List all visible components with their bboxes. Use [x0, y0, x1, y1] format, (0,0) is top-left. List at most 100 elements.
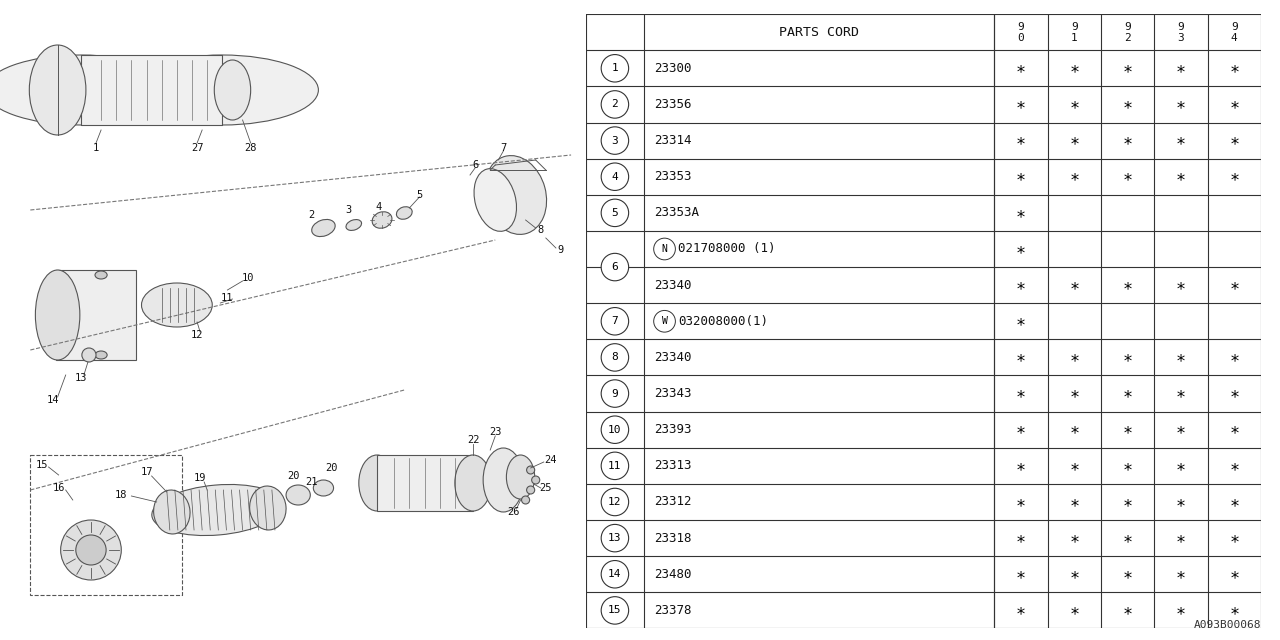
Circle shape [602, 344, 628, 371]
Text: 4: 4 [612, 172, 618, 182]
Circle shape [654, 310, 676, 332]
Text: 7: 7 [612, 316, 618, 326]
Text: ∗: ∗ [1069, 602, 1079, 620]
Text: ∗: ∗ [1016, 204, 1027, 222]
Circle shape [602, 380, 628, 407]
Text: 1: 1 [93, 143, 99, 153]
Text: 14: 14 [608, 569, 622, 579]
Text: 23353: 23353 [654, 170, 691, 183]
Text: ∗: ∗ [1016, 276, 1027, 294]
Text: ∗: ∗ [1229, 493, 1239, 511]
Text: ∗: ∗ [1176, 565, 1185, 583]
Ellipse shape [474, 169, 517, 231]
Text: ∗: ∗ [1123, 602, 1133, 620]
Text: 13: 13 [74, 373, 87, 383]
Ellipse shape [358, 455, 396, 511]
Ellipse shape [454, 455, 492, 511]
Text: 20: 20 [287, 471, 300, 481]
Text: ∗: ∗ [1123, 529, 1133, 547]
Ellipse shape [36, 270, 79, 360]
Text: 7: 7 [500, 143, 507, 153]
Text: ∗: ∗ [1123, 457, 1133, 475]
Text: 23340: 23340 [654, 351, 691, 364]
Text: 8: 8 [538, 225, 544, 235]
Text: 6: 6 [612, 262, 618, 272]
Text: ∗: ∗ [1016, 457, 1027, 475]
Text: 8: 8 [612, 353, 618, 362]
Text: 23313: 23313 [654, 460, 691, 472]
Text: ∗: ∗ [1176, 420, 1185, 438]
Text: 9
3: 9 3 [1178, 22, 1184, 42]
Text: 22: 22 [467, 435, 479, 445]
Text: ∗: ∗ [1069, 95, 1079, 113]
Circle shape [602, 199, 628, 227]
Text: 19: 19 [193, 473, 206, 483]
Text: ∗: ∗ [1016, 95, 1027, 113]
Text: 6: 6 [472, 160, 479, 170]
Text: ∗: ∗ [1123, 168, 1133, 186]
Text: 28: 28 [244, 143, 257, 153]
Ellipse shape [76, 535, 106, 565]
Text: ∗: ∗ [1176, 60, 1185, 77]
Text: ∗: ∗ [1229, 602, 1239, 620]
Text: ∗: ∗ [1069, 493, 1079, 511]
Ellipse shape [250, 486, 285, 530]
Text: ∗: ∗ [1016, 420, 1027, 438]
Text: ∗: ∗ [1229, 529, 1239, 547]
Text: 5: 5 [416, 190, 422, 200]
Text: N: N [662, 244, 667, 254]
Text: ∗: ∗ [1016, 529, 1027, 547]
Ellipse shape [82, 348, 96, 362]
Ellipse shape [142, 283, 212, 327]
Ellipse shape [372, 212, 392, 228]
Text: ∗: ∗ [1016, 312, 1027, 330]
Text: 17: 17 [141, 467, 152, 477]
Bar [81, 55, 223, 125]
Text: 24: 24 [544, 455, 557, 465]
Circle shape [602, 163, 628, 191]
Text: ∗: ∗ [1176, 529, 1185, 547]
Text: 26: 26 [507, 507, 520, 517]
Text: 10: 10 [242, 273, 253, 283]
Text: 23314: 23314 [654, 134, 691, 147]
Text: ∗: ∗ [1123, 385, 1133, 403]
Text: 9
1: 9 1 [1071, 22, 1078, 42]
Text: ∗: ∗ [1176, 132, 1185, 150]
Text: ∗: ∗ [1016, 60, 1027, 77]
Text: ∗: ∗ [1229, 168, 1239, 186]
Text: ∗: ∗ [1069, 276, 1079, 294]
Text: 13: 13 [608, 533, 622, 543]
Text: ∗: ∗ [1123, 60, 1133, 77]
Text: 11: 11 [221, 293, 234, 303]
Ellipse shape [95, 271, 108, 279]
Text: ∗: ∗ [1229, 420, 1239, 438]
Circle shape [654, 238, 676, 260]
Text: 23353A: 23353A [654, 206, 699, 220]
Text: ∗: ∗ [1176, 493, 1185, 511]
Ellipse shape [483, 448, 524, 512]
Text: 4: 4 [376, 202, 383, 212]
Circle shape [602, 488, 628, 516]
Text: ∗: ∗ [1176, 602, 1185, 620]
Text: ∗: ∗ [1123, 95, 1133, 113]
Ellipse shape [127, 55, 319, 125]
Text: 032008000(1): 032008000(1) [678, 315, 768, 328]
Text: ∗: ∗ [1229, 276, 1239, 294]
Ellipse shape [484, 156, 547, 234]
Text: ∗: ∗ [1069, 565, 1079, 583]
Text: ∗: ∗ [1069, 132, 1079, 150]
Text: ∗: ∗ [1069, 457, 1079, 475]
Text: ∗: ∗ [1016, 240, 1027, 258]
Ellipse shape [214, 60, 251, 120]
Bar [55, 270, 137, 360]
Text: 3: 3 [612, 136, 618, 145]
Text: ∗: ∗ [1069, 168, 1079, 186]
Text: ∗: ∗ [1123, 348, 1133, 367]
Text: 1: 1 [612, 63, 618, 74]
Text: ∗: ∗ [1176, 385, 1185, 403]
Text: 23318: 23318 [654, 532, 691, 545]
Ellipse shape [29, 45, 86, 135]
Text: ∗: ∗ [1123, 565, 1133, 583]
Text: 3: 3 [346, 205, 352, 215]
Bar [378, 455, 474, 511]
